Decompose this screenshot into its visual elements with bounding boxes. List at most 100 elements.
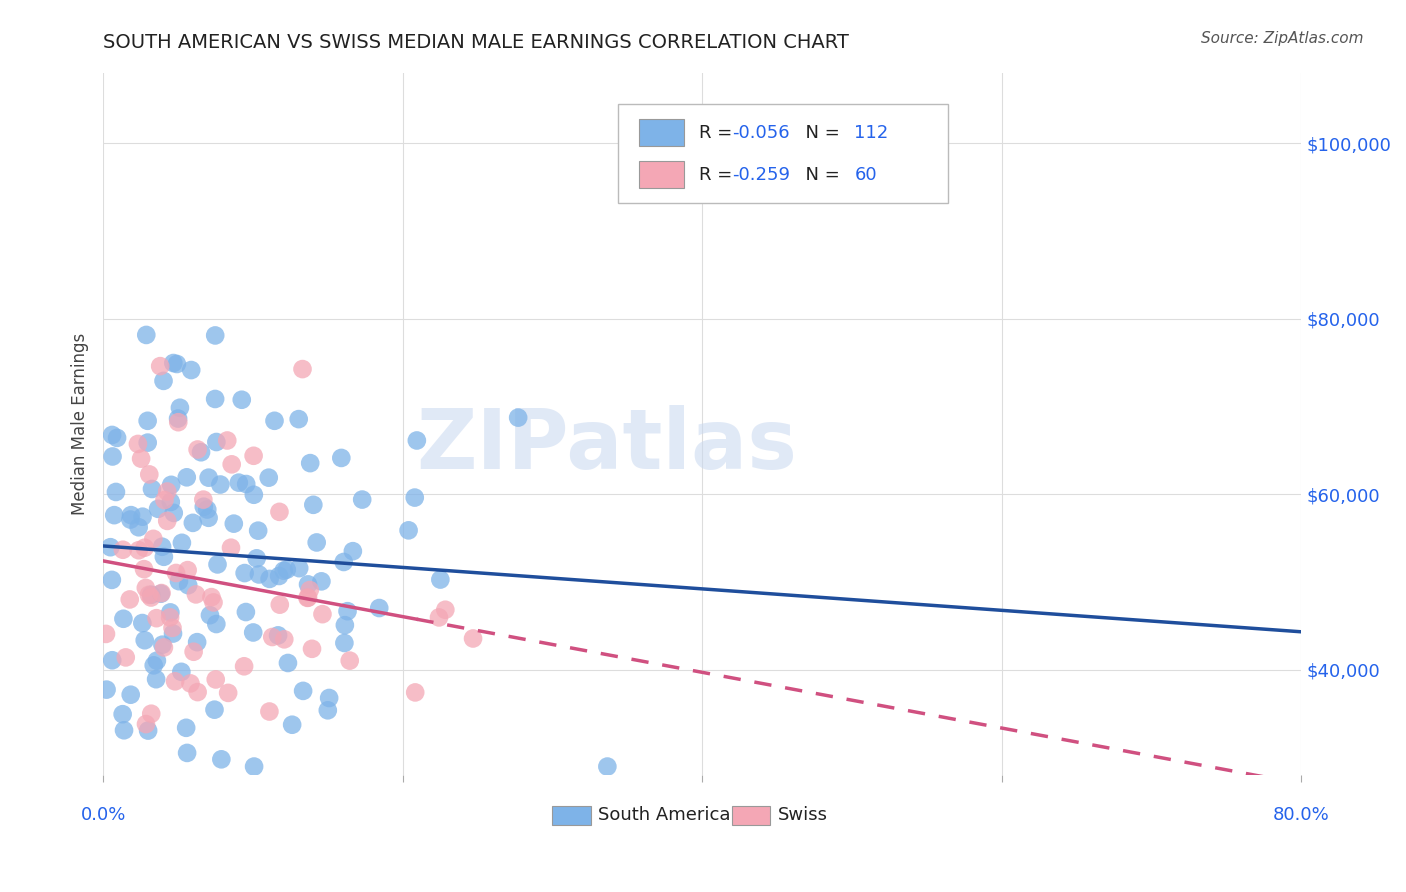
Point	[146, 501, 169, 516]
Point	[153, 549, 176, 564]
Point	[141, 706, 163, 721]
Point	[204, 703, 226, 717]
Point	[243, 759, 266, 773]
Point	[152, 374, 174, 388]
Text: 80.0%: 80.0%	[1272, 806, 1330, 824]
Point	[298, 582, 321, 597]
Point	[159, 610, 181, 624]
Point	[287, 412, 309, 426]
Point	[257, 471, 280, 485]
Point	[101, 653, 124, 667]
Point	[131, 615, 153, 630]
Point	[235, 605, 257, 619]
Point	[135, 717, 157, 731]
Point	[183, 645, 205, 659]
Point	[135, 327, 157, 342]
Point	[150, 540, 173, 554]
Point	[136, 435, 159, 450]
Point	[112, 723, 135, 738]
Point	[405, 434, 427, 448]
Point	[145, 611, 167, 625]
Point	[281, 717, 304, 731]
Point	[461, 632, 484, 646]
Point	[217, 434, 239, 448]
Point	[138, 467, 160, 482]
Y-axis label: Median Male Earnings: Median Male Earnings	[72, 333, 89, 516]
Text: R =: R =	[699, 166, 738, 184]
Point	[156, 514, 179, 528]
Point	[176, 746, 198, 760]
Point	[302, 498, 325, 512]
Point	[339, 654, 361, 668]
Point	[153, 640, 176, 655]
Point	[235, 477, 257, 491]
Point	[152, 638, 174, 652]
Point	[311, 574, 333, 589]
Point	[434, 603, 457, 617]
FancyBboxPatch shape	[638, 120, 685, 146]
Point	[136, 723, 159, 738]
Text: N =: N =	[794, 166, 846, 184]
Point	[100, 540, 122, 554]
Point	[162, 626, 184, 640]
Point	[159, 606, 181, 620]
Point	[197, 510, 219, 524]
Point	[112, 612, 135, 626]
Point	[105, 431, 128, 445]
Point	[332, 555, 354, 569]
Point	[184, 587, 207, 601]
Point	[197, 471, 219, 485]
Point	[404, 685, 426, 699]
Point	[269, 598, 291, 612]
Point	[217, 686, 239, 700]
Point	[187, 442, 209, 457]
Point	[305, 535, 328, 549]
Point	[263, 414, 285, 428]
Point	[209, 477, 232, 491]
Point	[128, 520, 150, 534]
Point	[138, 588, 160, 602]
Text: Swiss: Swiss	[778, 806, 828, 824]
Point	[288, 561, 311, 575]
Point	[219, 541, 242, 555]
Point	[111, 542, 134, 557]
Point	[170, 665, 193, 679]
Point	[193, 492, 215, 507]
Point	[101, 450, 124, 464]
Point	[269, 569, 291, 583]
Point	[228, 475, 250, 490]
Point	[259, 572, 281, 586]
Point	[169, 401, 191, 415]
Point	[176, 563, 198, 577]
Point	[231, 392, 253, 407]
Point	[141, 588, 163, 602]
Point	[187, 685, 209, 699]
Point	[149, 359, 172, 373]
Point	[246, 551, 269, 566]
Point	[118, 592, 141, 607]
Point	[311, 607, 333, 622]
Point	[429, 573, 451, 587]
Point	[150, 586, 173, 600]
Point	[193, 500, 215, 514]
Text: -0.259: -0.259	[733, 166, 790, 184]
Point	[153, 493, 176, 508]
Point	[104, 485, 127, 500]
Point	[134, 541, 156, 555]
Point	[165, 674, 187, 689]
Point	[202, 595, 225, 609]
Point	[129, 451, 152, 466]
Point	[247, 524, 270, 538]
Text: ZIPatlas: ZIPatlas	[416, 405, 797, 485]
Point	[267, 628, 290, 642]
Point	[167, 411, 190, 425]
Point	[333, 618, 356, 632]
Point	[142, 532, 165, 546]
Point	[233, 566, 256, 580]
Point	[132, 562, 155, 576]
Point	[159, 495, 181, 509]
Point	[166, 357, 188, 371]
Point	[170, 536, 193, 550]
Text: SOUTH AMERICAN VS SWISS MEDIAN MALE EARNINGS CORRELATION CHART: SOUTH AMERICAN VS SWISS MEDIAN MALE EARN…	[103, 33, 849, 52]
Point	[156, 484, 179, 499]
